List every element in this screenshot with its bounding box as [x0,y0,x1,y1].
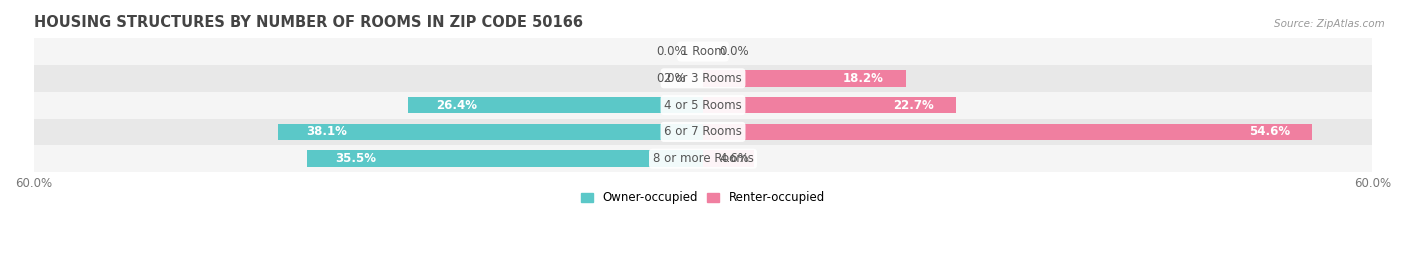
Bar [278,123,703,140]
Text: 2 or 3 Rooms: 2 or 3 Rooms [664,72,742,85]
Text: 4 or 5 Rooms: 4 or 5 Rooms [664,99,742,112]
Text: Source: ZipAtlas.com: Source: ZipAtlas.com [1274,19,1385,29]
Text: 8 or more Rooms: 8 or more Rooms [652,152,754,165]
Bar [703,97,956,114]
Bar [703,123,1312,140]
Text: 4.6%: 4.6% [720,152,749,165]
Text: 26.4%: 26.4% [436,99,478,112]
Bar [34,38,1372,65]
Text: 0.0%: 0.0% [657,72,686,85]
Text: 6 or 7 Rooms: 6 or 7 Rooms [664,125,742,139]
Text: 22.7%: 22.7% [893,99,934,112]
Bar [703,70,905,87]
Text: 35.5%: 35.5% [335,152,375,165]
Text: 1 Room: 1 Room [681,45,725,58]
Bar [34,119,1372,145]
Text: 54.6%: 54.6% [1249,125,1289,139]
Bar [34,145,1372,172]
Bar [34,92,1372,119]
Bar [307,150,703,167]
Legend: Owner-occupied, Renter-occupied: Owner-occupied, Renter-occupied [576,187,830,209]
Text: 0.0%: 0.0% [657,45,686,58]
Text: 18.2%: 18.2% [842,72,884,85]
Bar [409,97,703,114]
Text: 0.0%: 0.0% [720,45,749,58]
Bar [34,65,1372,92]
Text: HOUSING STRUCTURES BY NUMBER OF ROOMS IN ZIP CODE 50166: HOUSING STRUCTURES BY NUMBER OF ROOMS IN… [34,15,582,30]
Text: 38.1%: 38.1% [305,125,347,139]
Bar [703,150,755,167]
